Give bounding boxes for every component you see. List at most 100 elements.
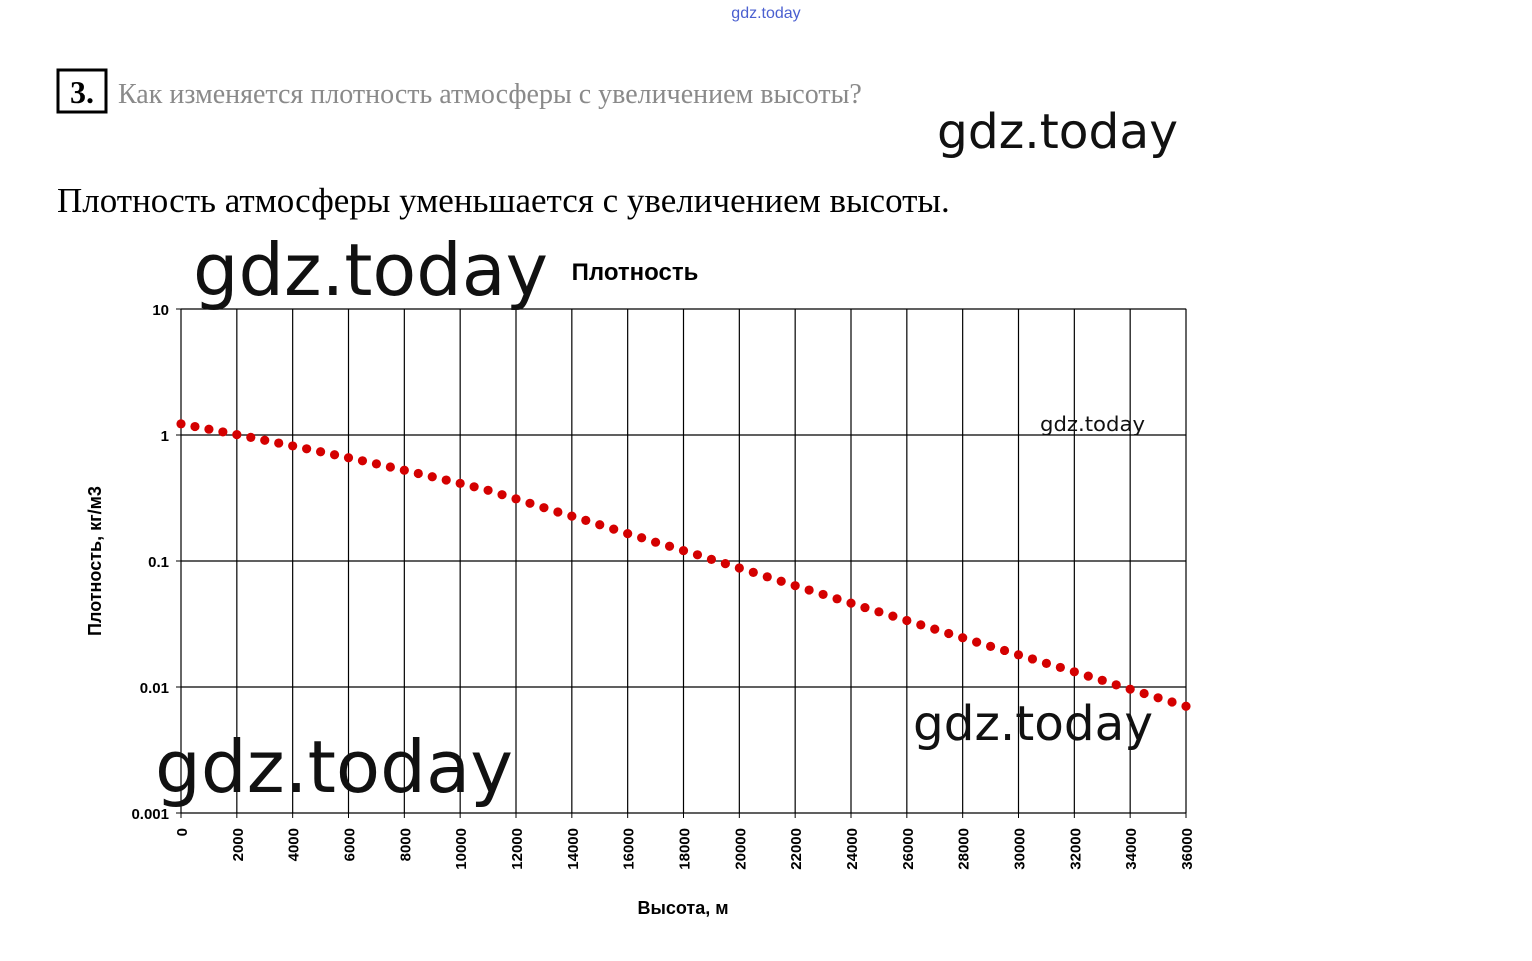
data-point: [678, 545, 689, 556]
data-point: [916, 620, 926, 630]
data-point: [706, 554, 717, 564]
data-point: [553, 507, 563, 517]
data-point: [776, 576, 786, 586]
watermark: gdz.today: [913, 696, 1153, 752]
data-point: [1069, 667, 1079, 677]
x-axis-label: Высота, м: [637, 898, 728, 918]
data-point: [1097, 675, 1107, 685]
watermark: gdz.today: [1040, 412, 1145, 436]
data-point: [246, 432, 256, 443]
data-point: [734, 563, 744, 573]
x-tick-label: 2000: [230, 828, 247, 861]
data-point: [1125, 684, 1135, 694]
header-watermark: gdz.today: [731, 5, 800, 22]
data-point: [385, 462, 395, 472]
data-point: [762, 572, 772, 582]
data-point: [985, 641, 996, 652]
data-point: [1041, 658, 1052, 668]
x-tick-label: 36000: [1179, 828, 1196, 870]
x-tick-label: 18000: [677, 828, 694, 870]
data-point: [260, 435, 270, 445]
data-point: [567, 511, 577, 521]
watermark: gdz.today: [155, 725, 513, 809]
data-point: [525, 498, 535, 508]
data-point: [623, 528, 633, 539]
data-point: [888, 611, 898, 621]
x-tick-label: 12000: [509, 828, 526, 870]
data-point: [483, 485, 493, 495]
data-point: [804, 585, 814, 595]
x-tick-label: 28000: [956, 828, 973, 870]
y-tick-label: 10: [152, 302, 169, 319]
y-tick-label: 0.001: [131, 806, 169, 823]
data-point: [218, 427, 228, 437]
question-text: Как изменяется плотность атмосферы с уве…: [118, 79, 862, 110]
x-tick-label: 30000: [1012, 828, 1029, 870]
data-point: [609, 524, 619, 534]
data-point: [860, 602, 870, 613]
data-point: [650, 537, 661, 547]
data-point: [958, 633, 968, 643]
question-number-box: [56, 68, 108, 114]
data-point: [581, 515, 591, 526]
data-point: [1055, 662, 1065, 673]
watermark: gdz.today: [937, 104, 1178, 160]
data-point: [343, 453, 354, 463]
data-point: [176, 419, 186, 429]
x-tick-label: 34000: [1123, 828, 1140, 870]
data-point: [329, 450, 340, 460]
data-point: [315, 447, 326, 457]
data-point: [539, 503, 549, 513]
x-tick-label: 10000: [453, 828, 470, 870]
data-point: [720, 559, 730, 569]
x-tick-label: 0: [174, 828, 191, 836]
data-point: [595, 520, 605, 530]
data-point: [944, 628, 954, 639]
data-point: [902, 615, 912, 626]
y-axis-label: Плотность, кг/м3: [85, 486, 105, 636]
data-point: [832, 594, 842, 604]
data-point: [748, 567, 758, 577]
data-point: [511, 494, 521, 504]
data-point: [497, 490, 507, 500]
x-tick-label: 4000: [286, 828, 303, 861]
x-tick-label: 22000: [788, 828, 805, 870]
chart: 0 2000 4000 6000 8000 10000 12000 14000 16000 180…: [85, 259, 1196, 918]
data-point: [930, 624, 940, 634]
data-point: [818, 589, 828, 600]
data-point: [874, 607, 884, 617]
data-point: [999, 645, 1010, 656]
data-point: [371, 459, 382, 469]
y-tick-label: 1: [161, 428, 169, 445]
data-point: [664, 541, 675, 551]
data-point: [692, 550, 703, 560]
data-point: [204, 424, 214, 434]
x-tick-label: 26000: [900, 828, 917, 870]
data-point: [1013, 650, 1024, 660]
x-tick-label: 20000: [732, 828, 749, 870]
x-tick-label: 6000: [342, 828, 359, 861]
question-number: 3.: [70, 74, 94, 110]
data-point: [413, 468, 423, 479]
data-point: [427, 472, 437, 482]
data-point: [1083, 671, 1093, 681]
data-point: [469, 482, 479, 492]
data-point: [846, 598, 856, 608]
data-point: [1167, 697, 1177, 707]
x-tick-label: 8000: [397, 828, 414, 861]
watermark: gdz.today: [193, 228, 548, 312]
data-point: [1139, 688, 1149, 699]
data-point: [1153, 693, 1163, 703]
data-point: [790, 581, 800, 591]
data-point: [274, 438, 284, 448]
answer-text: Плотность атмосферы уменьшается с увелич…: [57, 181, 950, 220]
data-point: [1111, 680, 1121, 690]
watermarks: gdz.today gdz.today gdz.today gdz.today gdz.…: [155, 104, 1178, 809]
data-point: [288, 441, 298, 451]
x-tick-label: 24000: [844, 828, 861, 870]
data-point: [190, 421, 200, 432]
data-point: [302, 444, 312, 454]
data-point: [1027, 654, 1038, 664]
data-point: [441, 475, 451, 485]
data-point: [1181, 701, 1191, 711]
